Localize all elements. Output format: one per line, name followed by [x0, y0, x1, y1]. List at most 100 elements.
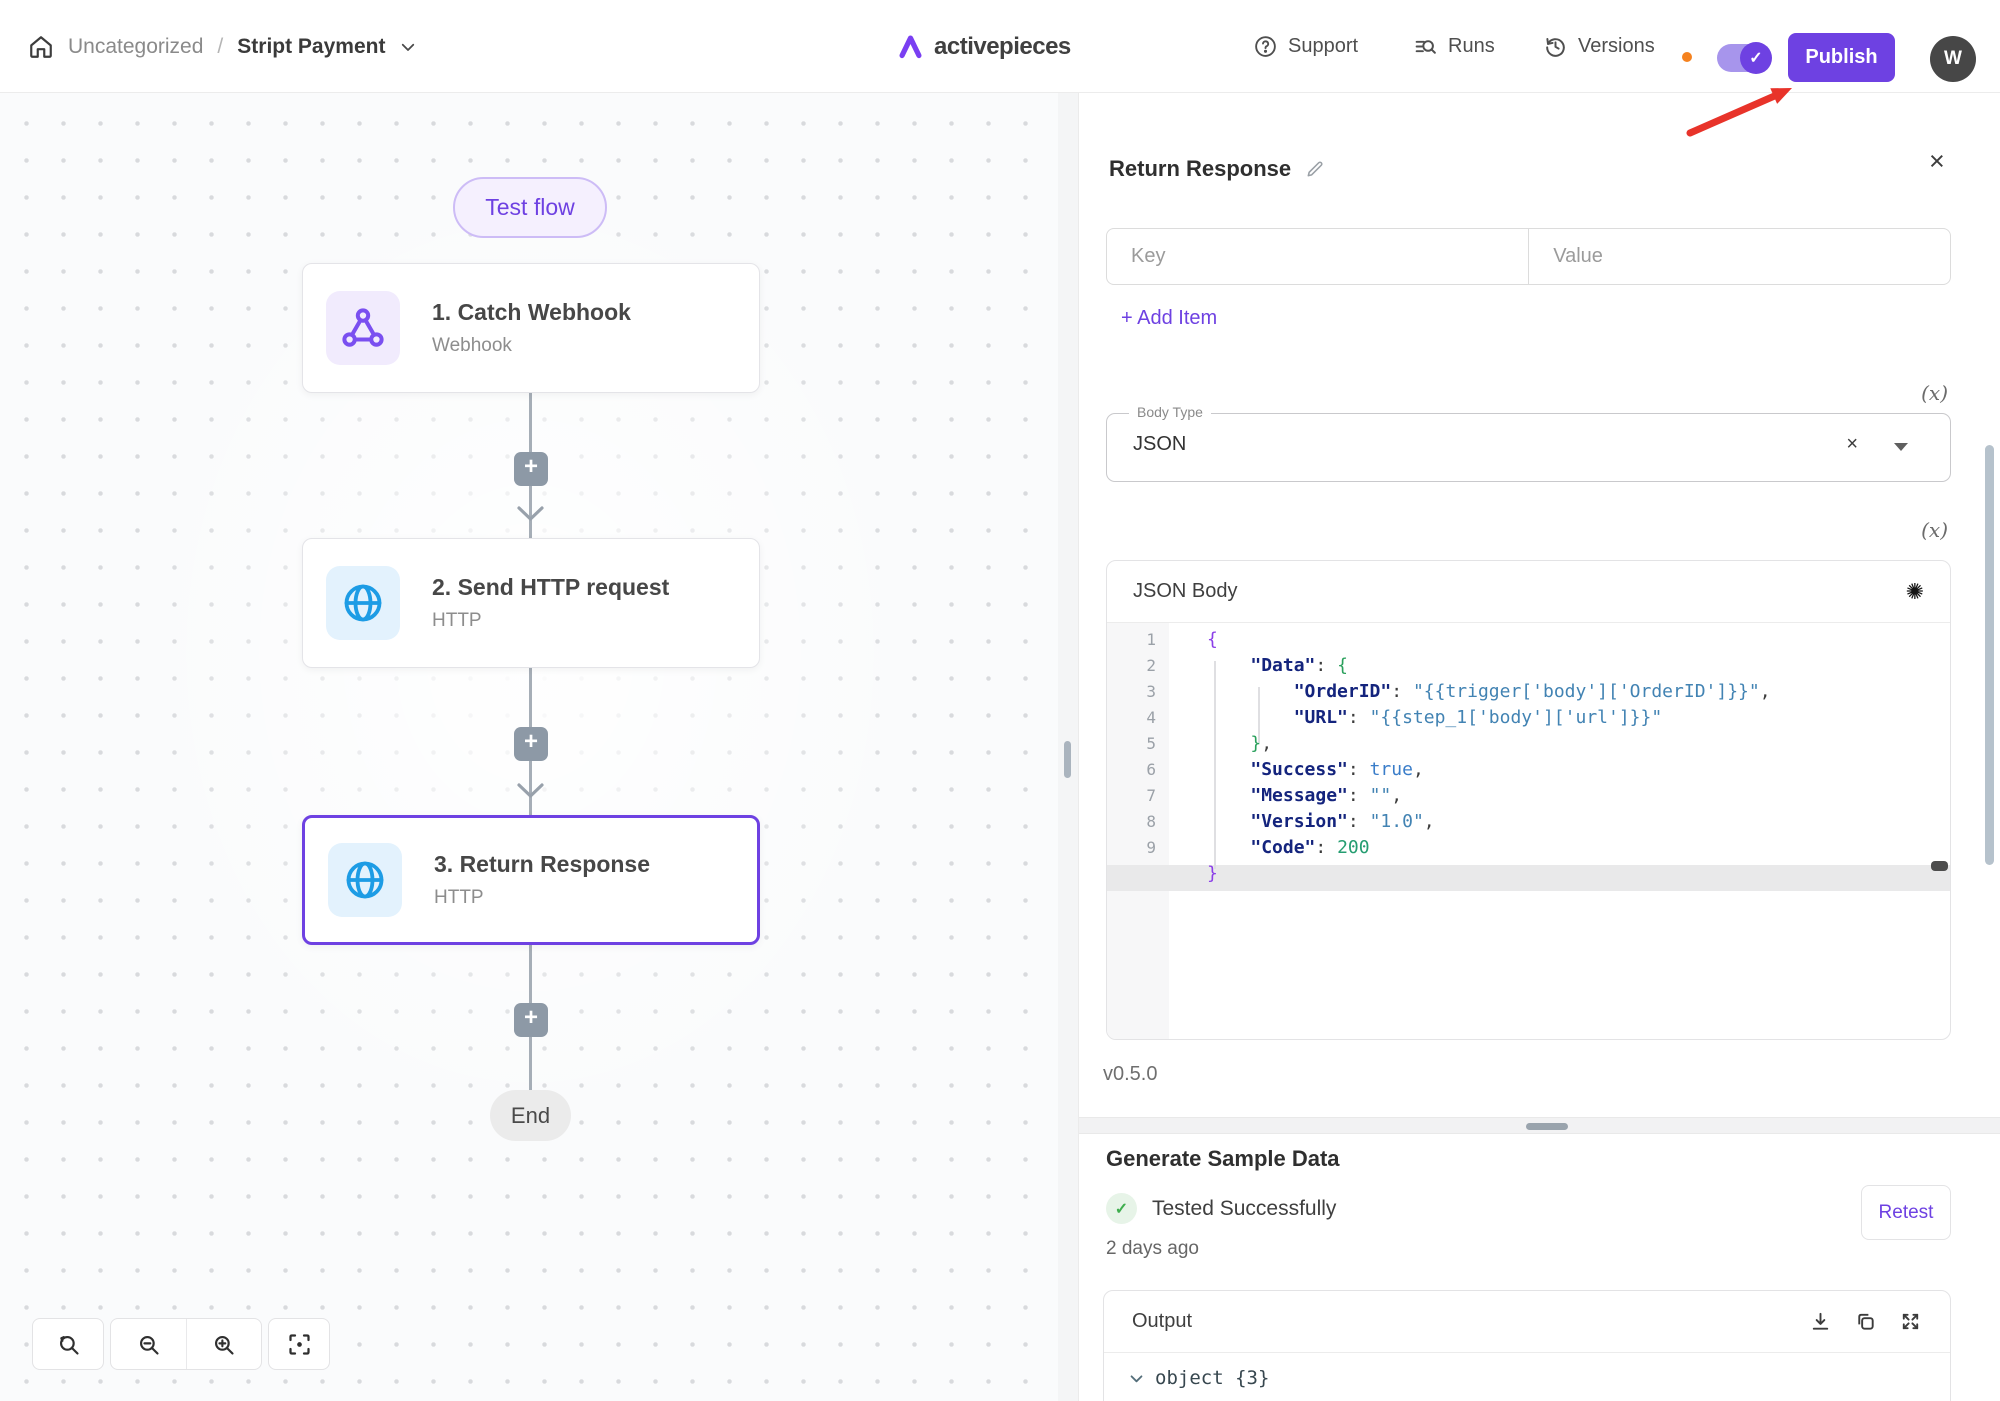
code-line[interactable]: { [1207, 629, 1218, 650]
toggle-check-icon: ✓ [1740, 42, 1772, 74]
line-number: 3 [1146, 682, 1156, 701]
fit-to-view-icon [286, 1331, 313, 1358]
code-line[interactable]: "Data": { [1250, 655, 1348, 676]
nav-runs[interactable]: Runs [1413, 0, 1495, 93]
add-item-button[interactable]: + Add Item [1121, 307, 1218, 329]
breadcrumb-flow-name[interactable]: Stript Payment [237, 34, 386, 58]
test-status-row: ✓ Tested Successfully [1106, 1193, 1336, 1224]
code-line[interactable]: "URL": "{{step_1['body']['url']}}" [1293, 707, 1663, 728]
code-line[interactable]: } [1207, 863, 1218, 884]
nav-support-label: Support [1288, 35, 1359, 57]
publish-button[interactable]: Publish [1788, 33, 1895, 82]
nav-runs-label: Runs [1448, 35, 1495, 57]
step-text: 2. Send HTTP request HTTP [432, 574, 669, 632]
add-step-button[interactable]: + [514, 727, 548, 761]
last-test-time: 2 days ago [1106, 1238, 1199, 1259]
body-type-select[interactable]: Body Type JSON × [1106, 404, 1951, 482]
expand-icon[interactable] [1899, 1310, 1922, 1333]
body-type-label: Body Type [1129, 404, 1211, 420]
edit-pencil-icon[interactable] [1305, 159, 1325, 179]
globe-icon [340, 580, 386, 626]
step-settings-panel: Return Response × + Add Item (x) Body Ty… [1078, 93, 2000, 1401]
code-line[interactable]: "Version": "1.0", [1250, 811, 1435, 832]
top-bar: Uncategorized / Stript Payment activepie… [0, 0, 2000, 93]
close-panel-icon[interactable]: × [1929, 146, 1945, 176]
breadcrumb-category[interactable]: Uncategorized [68, 34, 204, 58]
runs-icon [1413, 34, 1438, 59]
nav-support[interactable]: Support [1253, 0, 1358, 93]
dropdown-caret-icon[interactable] [1894, 443, 1908, 451]
value-input[interactable] [1529, 229, 1950, 284]
home-icon[interactable] [28, 34, 54, 60]
history-icon [1543, 34, 1568, 59]
json-body-editor: JSON Body ✺ 12345678910 { "Data": { "Ord… [1106, 560, 1951, 1040]
line-number: 6 [1146, 760, 1156, 779]
code-line[interactable]: "OrderID": "{{trigger['body']['OrderID']… [1293, 681, 1771, 702]
piece-version-label: v0.5.0 [1103, 1063, 1158, 1085]
flow-enabled-toggle[interactable]: ✓ [1717, 42, 1772, 74]
code-line[interactable]: "Success": true, [1250, 759, 1424, 780]
output-card: Output object {3} [1103, 1290, 1951, 1401]
dynamic-value-toggle-icon[interactable]: (x) [1921, 381, 1948, 405]
line-number-gutter: 12345678910 [1107, 623, 1169, 1039]
line-number: 4 [1146, 708, 1156, 727]
output-actions [1809, 1310, 1922, 1333]
step-title: 3. Return Response [434, 851, 650, 877]
versions-notification-dot [1682, 52, 1692, 62]
step-text: 1. Catch Webhook Webhook [432, 299, 631, 357]
zoom-out-button[interactable] [111, 1319, 187, 1369]
active-line-highlight [1107, 865, 1950, 891]
add-step-button[interactable]: + [514, 1003, 548, 1037]
zoom-in-button[interactable] [187, 1319, 262, 1369]
retest-button[interactable]: Retest [1861, 1185, 1951, 1240]
code-line[interactable]: }, [1250, 733, 1273, 754]
output-header: Output [1104, 1291, 1950, 1353]
test-status-text: Tested Successfully [1152, 1196, 1337, 1220]
json-body-header: JSON Body ✺ [1107, 561, 1950, 623]
reset-zoom-button[interactable] [32, 1318, 104, 1370]
code-editor-content[interactable]: { "Data": { "OrderID": "{{trigger['body'… [1169, 623, 1950, 887]
line-number: 2 [1146, 656, 1156, 675]
arrow-down-icon [517, 506, 544, 522]
panel-scrollbar-thumb[interactable] [1985, 445, 1994, 865]
step-card-send-http-request[interactable]: 2. Send HTTP request HTTP [302, 538, 760, 668]
chevron-down-icon[interactable] [399, 38, 417, 56]
panel-resize-handle[interactable] [1064, 741, 1071, 778]
sparkle-icon[interactable]: ✺ [1905, 578, 1924, 604]
code-line[interactable]: "Message": "", [1250, 785, 1403, 806]
panel-title-row: Return Response [1109, 156, 1325, 182]
key-input[interactable] [1107, 229, 1528, 284]
indent-guide [1258, 687, 1260, 743]
headers-key-value-row [1106, 228, 1951, 285]
nav-versions[interactable]: Versions [1543, 0, 1655, 93]
zoom-button-group [110, 1318, 262, 1370]
output-node-label: object {3} [1155, 1367, 1270, 1389]
clear-selection-icon[interactable]: × [1846, 433, 1858, 455]
editor-scrollbar-thumb[interactable] [1931, 861, 1948, 871]
copy-icon[interactable] [1854, 1310, 1877, 1333]
reset-zoom-icon [55, 1331, 82, 1358]
nav-versions-label: Versions [1578, 35, 1655, 57]
flow-canvas[interactable]: + + + Test flow 1. Catch Webhook Webhook [0, 93, 1058, 1401]
body-type-value: JSON [1133, 433, 1187, 455]
breadcrumb: Uncategorized / Stript Payment [28, 0, 417, 93]
add-step-button[interactable]: + [514, 452, 548, 486]
fit-to-view-button[interactable] [268, 1318, 330, 1370]
output-tree-node[interactable]: object {3} [1128, 1367, 1269, 1389]
step-icon-tile [326, 566, 400, 640]
panel-resize-divider[interactable] [1058, 93, 1078, 1401]
avatar[interactable]: W [1930, 36, 1976, 82]
step-card-return-response[interactable]: 3. Return Response HTTP [302, 815, 760, 945]
dynamic-value-toggle-icon[interactable]: (x) [1921, 518, 1948, 542]
step-subtitle: Webhook [432, 335, 512, 356]
step-card-catch-webhook[interactable]: 1. Catch Webhook Webhook [302, 263, 760, 393]
step-title: 1. Catch Webhook [432, 299, 631, 325]
code-line[interactable]: "Code": 200 [1250, 837, 1370, 858]
activepieces-logo-icon [897, 33, 924, 60]
section-resize-divider[interactable] [1079, 1117, 2000, 1134]
section-resize-handle[interactable] [1526, 1123, 1568, 1130]
download-icon[interactable] [1809, 1310, 1832, 1333]
line-number: 7 [1146, 786, 1156, 805]
test-flow-button[interactable]: Test flow [453, 177, 607, 238]
step-icon-tile [326, 291, 400, 365]
